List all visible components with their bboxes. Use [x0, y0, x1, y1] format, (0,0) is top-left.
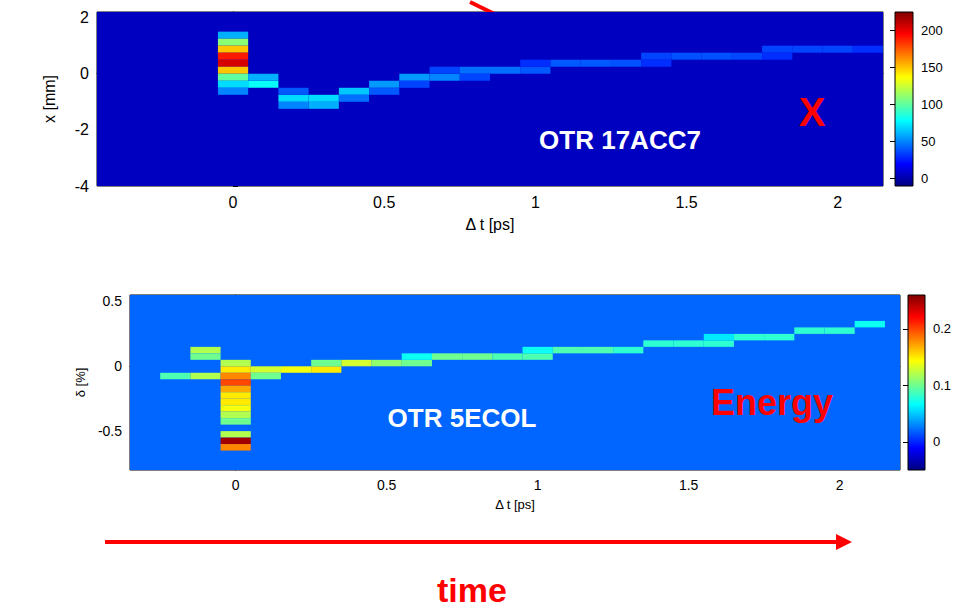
svg-text:Energy: Energy: [711, 382, 833, 423]
svg-text:200: 200: [921, 23, 943, 38]
svg-text:0.5: 0.5: [373, 194, 395, 211]
svg-text:0: 0: [933, 434, 940, 449]
svg-text:1.5: 1.5: [679, 477, 699, 493]
svg-text:OTR 17ACC7: OTR 17ACC7: [539, 125, 701, 155]
svg-text:2: 2: [80, 9, 89, 26]
svg-text:0: 0: [232, 477, 240, 493]
svg-text:0: 0: [229, 194, 238, 211]
svg-text:-4: -4: [75, 178, 89, 195]
svg-text:1.5: 1.5: [675, 194, 697, 211]
svg-text:0.5: 0.5: [377, 477, 397, 493]
svg-text:0.1: 0.1: [933, 378, 951, 393]
svg-text:x [mm]: x [mm]: [41, 75, 58, 123]
svg-text:1: 1: [531, 194, 540, 211]
svg-text:150: 150: [921, 60, 943, 75]
svg-text:2: 2: [833, 194, 842, 211]
svg-text:0.2: 0.2: [933, 321, 951, 336]
svg-text:Δ t [ps]: Δ t [ps]: [495, 497, 535, 512]
svg-text:50: 50: [921, 134, 935, 149]
svg-text:0: 0: [921, 171, 928, 186]
svg-text:OTR 5ECOL: OTR 5ECOL: [388, 403, 537, 433]
svg-text:0.5: 0.5: [103, 293, 123, 309]
svg-text:0: 0: [80, 65, 89, 82]
svg-text:time: time: [437, 571, 507, 609]
svg-text:X: X: [799, 90, 826, 134]
svg-text:-2: -2: [75, 121, 89, 138]
svg-text:-0.5: -0.5: [98, 423, 122, 439]
svg-text:1: 1: [534, 477, 542, 493]
svg-text:2: 2: [836, 477, 844, 493]
svg-text:δ [%]: δ [%]: [73, 368, 88, 398]
svg-text:0: 0: [114, 358, 122, 374]
svg-text:100: 100: [921, 97, 943, 112]
svg-text:Δ t [ps]: Δ t [ps]: [466, 216, 515, 233]
